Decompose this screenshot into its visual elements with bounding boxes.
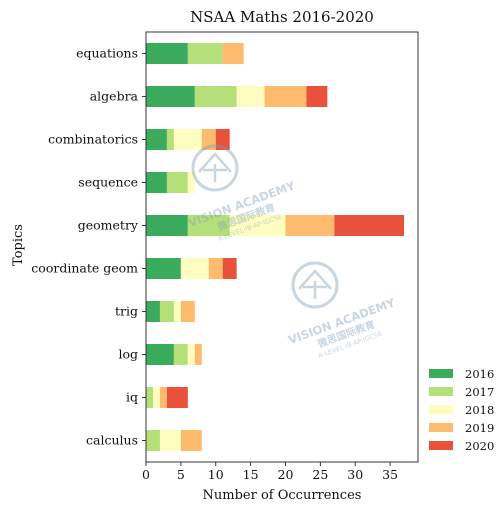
bar-combinatorics-2020 [215,129,230,150]
bar-combinatorics-2019 [201,129,216,150]
legend-label-2017: 2017 [465,385,494,399]
x-tick-label: 15 [243,467,259,482]
plot-frame [145,31,419,463]
y-tick-label: calculus [86,433,138,448]
y-tick-label: sequence [78,175,138,190]
bars-layer [146,43,405,451]
x-axis-label: Number of Occurrences [203,488,362,503]
bar-log-2017 [173,344,188,365]
bar-geometry-2020 [334,215,405,236]
bar-algebra-2016 [146,86,195,107]
x-tick-label: 0 [142,467,150,482]
bar-calculus-2018 [159,430,181,451]
bar-log-2019 [194,344,202,365]
legend-label-2019: 2019 [465,421,494,435]
y-tick-label: trig [115,304,138,319]
bar-iq-2018 [152,387,160,408]
y-tick-label: log [118,347,138,362]
legend: 2016 2017 2018 2019 2020 [429,367,494,453]
bar-equations-2017 [187,43,223,64]
bar-calculus-2019 [180,430,202,451]
bar-geometry-2018 [229,215,286,236]
bar-algebra-2020 [306,86,328,107]
bar-coordinate-geom-2016 [146,258,181,279]
bar-trig-2019 [180,301,195,322]
x-tick-label: 25 [312,467,328,482]
y-tick-label: iq [126,390,138,405]
watermark-layer: VISION ACADEMY微思国际教育A-LEVEL·IB·AP·IGCSEV… [186,144,398,360]
x-tick-label: 35 [382,467,398,482]
bar-trig-2017 [159,301,174,322]
bar-geometry-2016 [146,215,188,236]
bar-iq-2019 [159,387,167,408]
bar-iq-2017 [146,387,153,408]
legend-swatch-2017 [429,387,453,396]
bar-coordinate-geom-2020 [222,258,237,279]
bar-trig-2018 [173,301,181,322]
bar-log-2016 [146,344,174,365]
bar-combinatorics-2016 [146,129,167,150]
y-tick-label: equations [76,46,138,61]
y-axis-label: Topics [11,224,26,266]
bar-equations-2016 [146,43,188,64]
legend-label-2018: 2018 [465,403,494,417]
bar-coordinate-geom-2019 [208,258,223,279]
bar-trig-2016 [146,301,160,322]
bar-algebra-2019 [264,86,307,107]
bar-iq-2020 [166,387,188,408]
bar-calculus-2017 [146,430,160,451]
bar-sequence-2016 [146,172,167,193]
bar-geometry-2017 [187,215,230,236]
y-axis: equations algebra combinatorics sequence geo… [31,46,146,448]
legend-swatch-2019 [429,423,453,432]
x-axis: 0 5 10 15 20 25 30 35 [142,462,398,482]
bar-sequence-2018 [187,172,195,193]
y-tick-label: coordinate geom [31,261,138,276]
legend-swatch-2018 [429,405,453,414]
legend-label-2016: 2016 [465,367,494,381]
x-tick-label: 10 [208,467,224,482]
x-tick-label: 20 [278,467,294,482]
y-tick-label: combinatorics [48,132,138,147]
bar-combinatorics-2018 [173,129,202,150]
bar-algebra-2017 [194,86,237,107]
bar-geometry-2019 [285,215,335,236]
bar-sequence-2017 [166,172,188,193]
legend-swatch-2016 [429,369,453,378]
y-tick-label: geometry [78,218,139,233]
legend-label-2020: 2020 [465,439,494,453]
chart-title: NSAA Maths 2016-2020 [190,8,374,26]
bar-coordinate-geom-2018 [180,258,209,279]
bar-algebra-2018 [236,86,265,107]
x-tick-label: 30 [347,467,363,482]
bar-equations-2019 [222,43,244,64]
y-tick-label: algebra [90,89,139,104]
bar-combinatorics-2017 [166,129,174,150]
legend-swatch-2020 [429,441,453,450]
bar-log-2018 [187,344,195,365]
x-tick-label: 5 [177,467,185,482]
